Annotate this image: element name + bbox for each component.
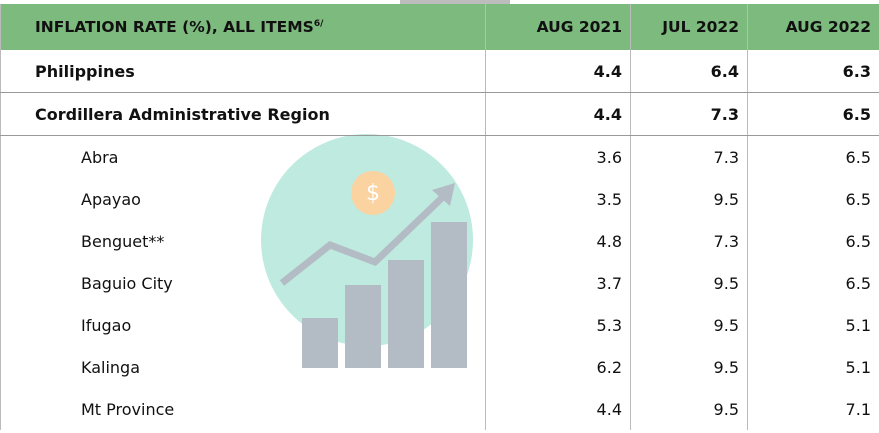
column-header: AUG 2021 (485, 4, 631, 50)
table-row: Abra 3.6 7.3 6.5 (0, 135, 879, 178)
table-row: Philippines 4.4 6.4 6.3 (0, 50, 879, 93)
rate-value: 7.3 (630, 220, 748, 262)
footnote-mark: 6/ (313, 18, 324, 29)
rate-value: 4.4 (485, 92, 631, 136)
rate-value: 4.8 (485, 220, 631, 262)
table-row: Cordillera Administrative Region 4.4 7.3 6.… (0, 92, 879, 136)
region-name: Mt Province (0, 388, 486, 430)
table-row: Mt Province 4.4 9.5 7.1 (0, 388, 879, 430)
region-name: Philippines (0, 50, 486, 93)
inflation-table: INFLATION RATE (%), ALL ITEMS6/ AUG 2021… (0, 4, 879, 430)
rate-value: 6.5 (747, 178, 879, 220)
header-row: INFLATION RATE (%), ALL ITEMS6/ AUG 2021… (0, 4, 879, 50)
rate-value: 5.3 (485, 304, 631, 346)
rate-value: 7.1 (747, 388, 879, 430)
rate-value: 3.5 (485, 178, 631, 220)
region-name: Abra (0, 135, 486, 178)
rate-value: 5.1 (747, 346, 879, 388)
table-row: Baguio City 3.7 9.5 6.5 (0, 262, 879, 304)
region-name: Baguio City (0, 262, 486, 304)
rate-value: 3.7 (485, 262, 631, 304)
table-row: Kalinga 6.2 9.5 5.1 (0, 346, 879, 388)
rate-value: 4.4 (485, 50, 631, 93)
table-row: Ifugao 5.3 9.5 5.1 (0, 304, 879, 346)
rate-value: 3.6 (485, 135, 631, 178)
table-row: Apayao 3.5 9.5 6.5 (0, 178, 879, 220)
top-bar (400, 0, 510, 4)
table-row: Benguet** 4.8 7.3 6.5 (0, 220, 879, 262)
rate-value: 6.4 (630, 50, 748, 93)
title-text: INFLATION RATE (%), ALL ITEMS (35, 18, 314, 36)
rate-value: 9.5 (630, 178, 748, 220)
region-name: Ifugao (0, 304, 486, 346)
rate-value: 9.5 (630, 388, 748, 430)
region-name: Kalinga (0, 346, 486, 388)
region-name: Cordillera Administrative Region (0, 92, 486, 136)
header-title: INFLATION RATE (%), ALL ITEMS6/ (0, 4, 486, 50)
rate-value: 7.3 (630, 92, 748, 136)
rate-value: 4.4 (485, 388, 631, 430)
rate-value: 9.5 (630, 304, 748, 346)
region-name: Apayao (0, 178, 486, 220)
rate-value: 6.2 (485, 346, 631, 388)
region-name: Benguet** (0, 220, 486, 262)
rate-value: 6.3 (747, 50, 879, 93)
rate-value: 9.5 (630, 346, 748, 388)
rate-value: 7.3 (630, 135, 748, 178)
column-header: AUG 2022 (747, 4, 879, 50)
rate-value: 6.5 (747, 262, 879, 304)
rate-value: 6.5 (747, 135, 879, 178)
column-header: JUL 2022 (630, 4, 748, 50)
rate-value: 6.5 (747, 92, 879, 136)
rate-value: 9.5 (630, 262, 748, 304)
rate-value: 5.1 (747, 304, 879, 346)
rate-value: 6.5 (747, 220, 879, 262)
